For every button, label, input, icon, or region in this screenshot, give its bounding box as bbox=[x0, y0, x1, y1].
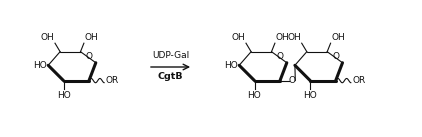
Text: OH: OH bbox=[231, 32, 245, 42]
Text: O: O bbox=[288, 76, 295, 85]
Text: HO: HO bbox=[303, 91, 317, 100]
Text: OR: OR bbox=[353, 76, 366, 85]
Text: OR: OR bbox=[106, 76, 119, 85]
Text: O: O bbox=[86, 52, 92, 61]
Text: O: O bbox=[332, 52, 339, 61]
Text: HO: HO bbox=[248, 91, 261, 100]
Text: HO: HO bbox=[57, 91, 70, 100]
Text: CgtB: CgtB bbox=[158, 72, 183, 81]
Text: OH: OH bbox=[287, 32, 301, 42]
Text: HO: HO bbox=[33, 61, 46, 70]
Text: OH: OH bbox=[85, 32, 98, 42]
Text: OH: OH bbox=[41, 32, 54, 42]
Text: UDP-Gal: UDP-Gal bbox=[152, 51, 189, 60]
Text: HO: HO bbox=[224, 61, 238, 70]
Text: O: O bbox=[276, 52, 284, 61]
Text: OH: OH bbox=[331, 32, 345, 42]
Text: OH: OH bbox=[276, 32, 289, 42]
